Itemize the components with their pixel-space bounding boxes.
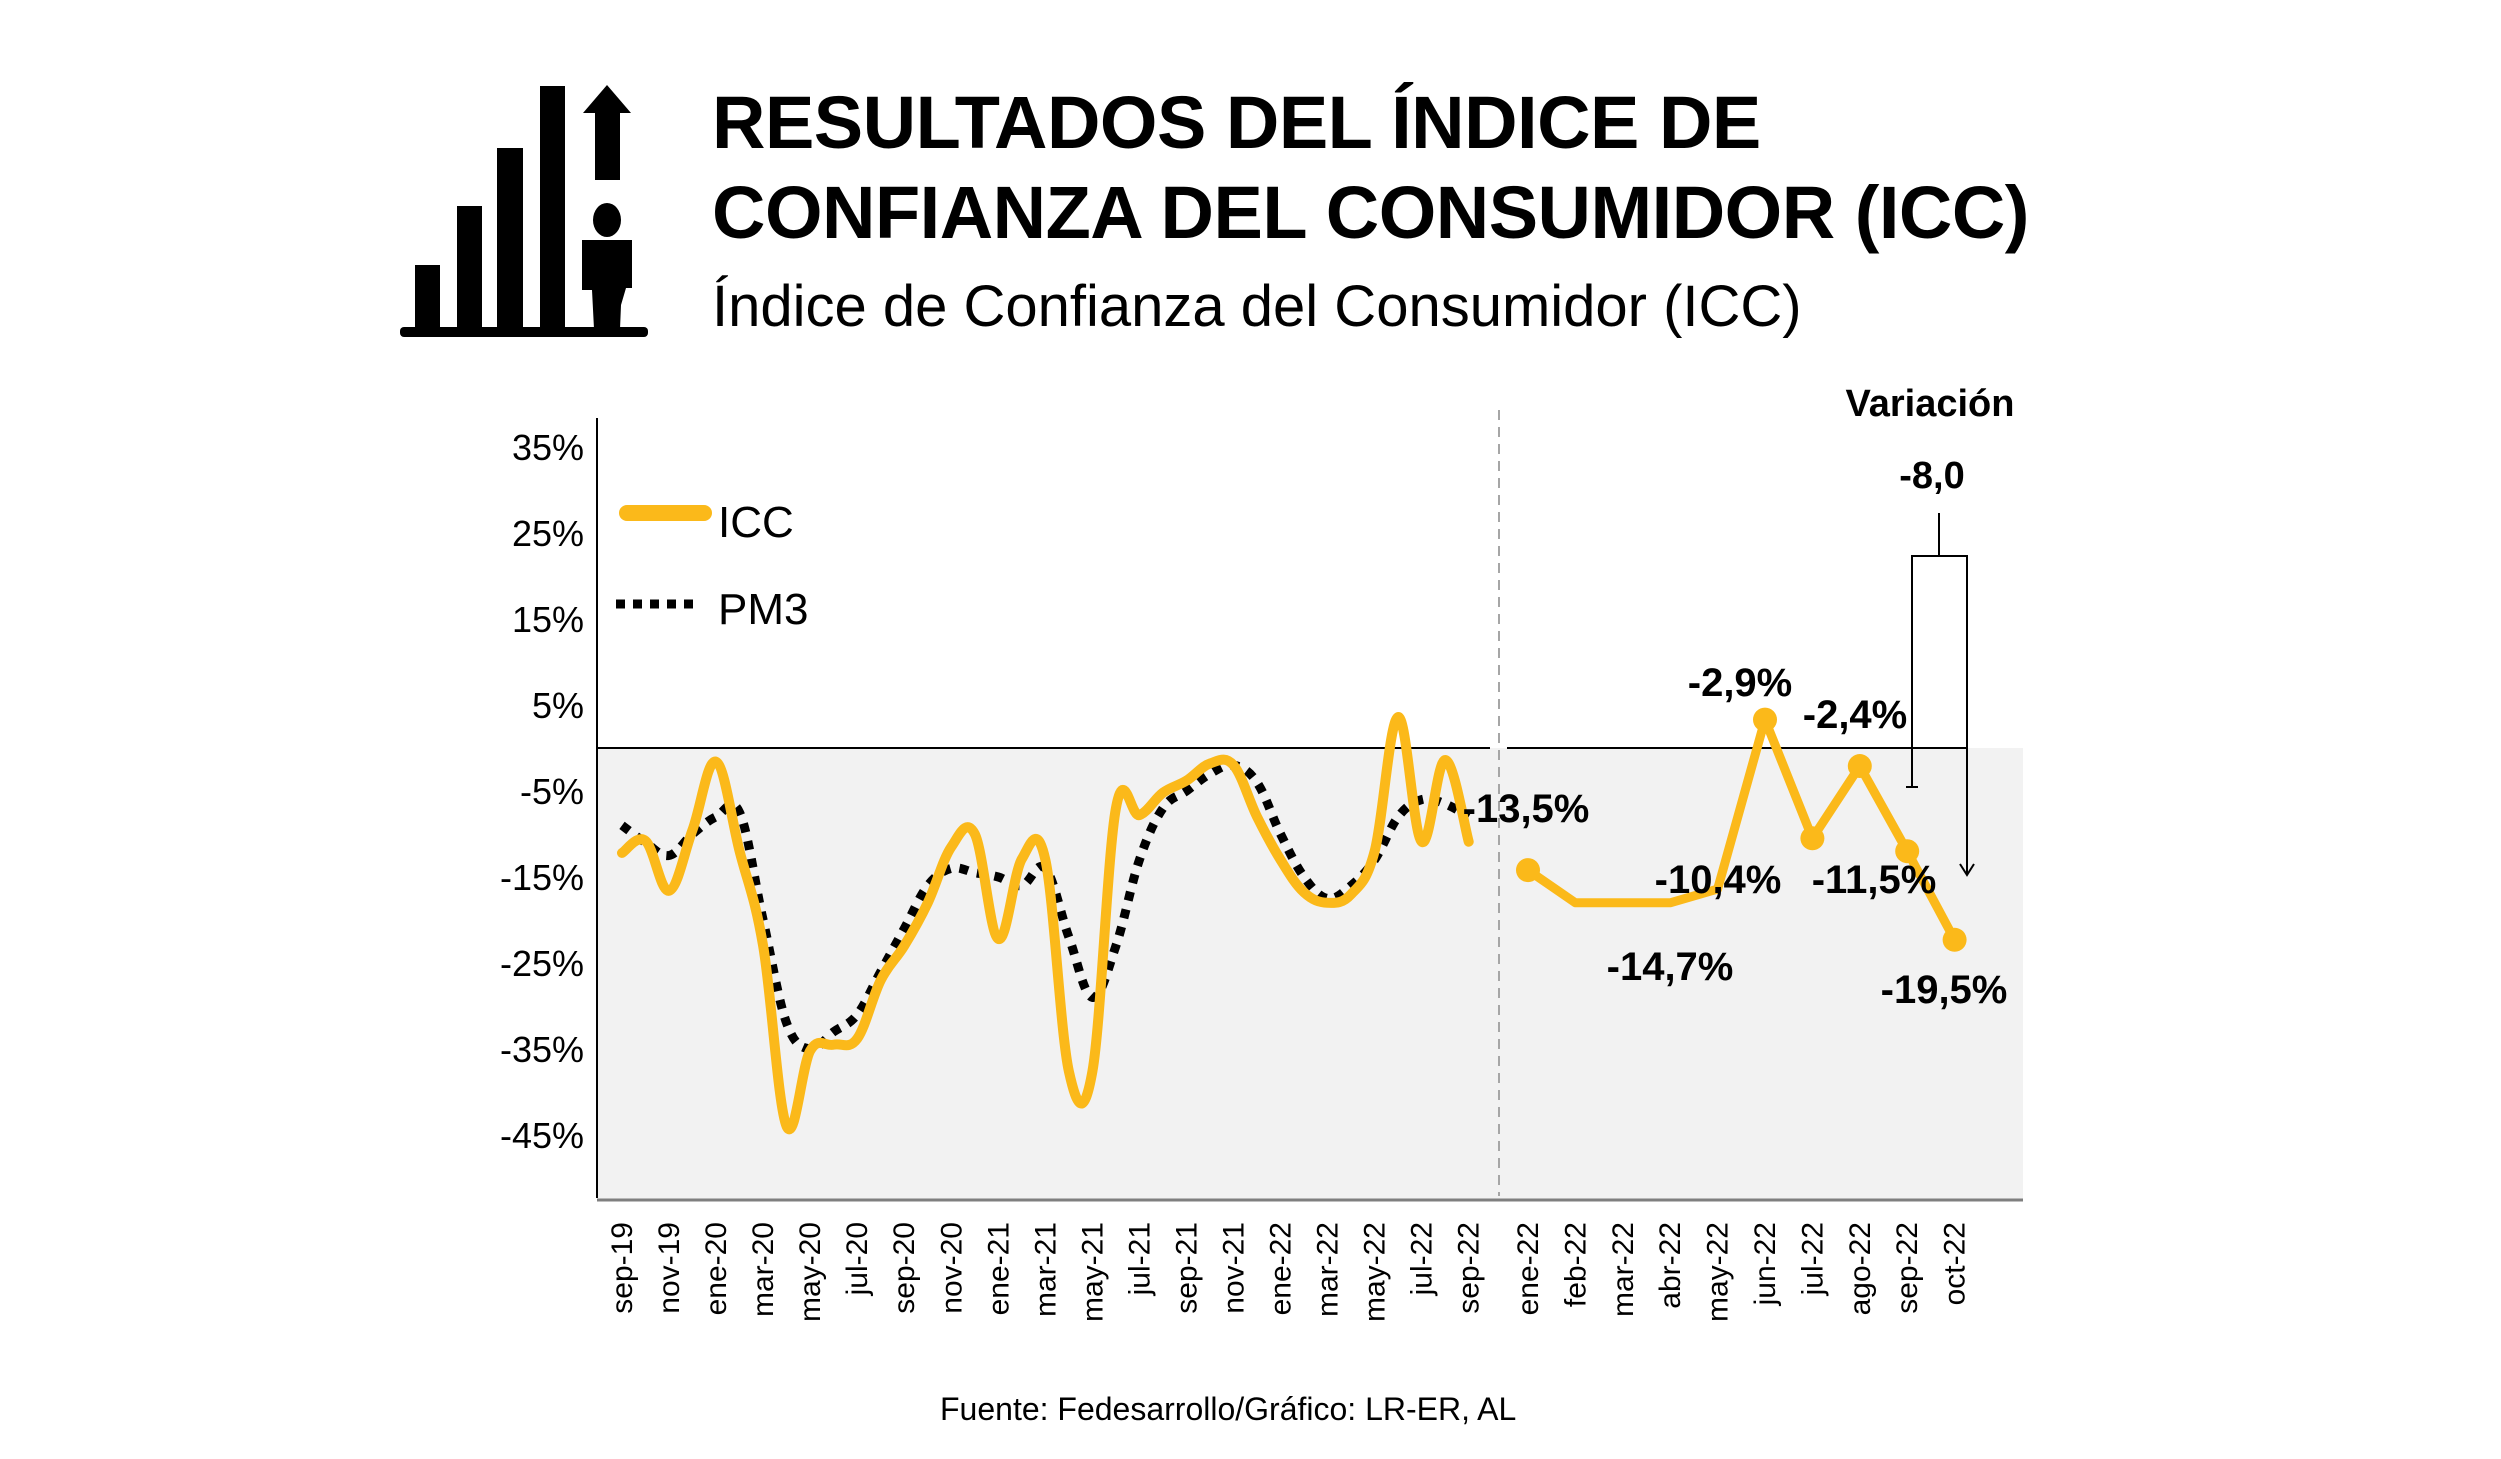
x-tick-label: jul-22	[1796, 1222, 1829, 1296]
x-tick-label: feb-22	[1559, 1222, 1592, 1307]
x-tick-label: jul-21	[1123, 1222, 1156, 1296]
x-tick-label: mar-22	[1312, 1222, 1345, 1317]
x-tick-label: ago-22	[1844, 1222, 1877, 1315]
x-tick-label: mar-20	[747, 1222, 780, 1317]
negative-band	[598, 748, 2023, 1200]
x-tick-label: mar-22	[1607, 1222, 1640, 1317]
legend-pm3-label: PM3	[718, 585, 808, 634]
data-label: -13,5%	[1463, 787, 1590, 831]
chart-title-line-2: CONFIANZA DEL CONSUMIDOR (ICC)	[712, 171, 2029, 254]
x-tick-label: jun-22	[1749, 1222, 1782, 1306]
x-tick-label: ene-20	[700, 1222, 733, 1315]
series-icc-line	[617, 712, 1474, 1135]
x-tick-label: sep-19	[606, 1222, 639, 1314]
y-tick-label: -25%	[500, 943, 584, 984]
chart-title-line-1: RESULTADOS DEL ÍNDICE DE	[712, 81, 1761, 164]
data-label: -10,4%	[1655, 858, 1782, 902]
x-tick-label: sep-22	[1453, 1222, 1486, 1314]
x-tick-label: ene-21	[982, 1222, 1015, 1315]
chart-subtitle: Índice de Confianza del Consumidor (ICC)	[712, 274, 1802, 339]
icc-point-marker	[1753, 707, 1777, 732]
x-tick-label: nov-21	[1218, 1222, 1251, 1314]
x-tick-label: sep-21	[1170, 1222, 1203, 1314]
data-label: -14,7%	[1607, 945, 1734, 989]
variation-heading: Variación	[1846, 383, 2015, 425]
y-tick-label: 25%	[512, 513, 584, 554]
icc-point-marker	[1516, 858, 1540, 883]
x-tick-label: sep-20	[888, 1222, 921, 1314]
variation-annotation: Variación -8,0	[1846, 383, 2015, 877]
x-tick-label: ene-22	[1512, 1222, 1545, 1315]
legend-icc-label: ICC	[718, 498, 794, 547]
data-label: -2,9%	[1688, 661, 1793, 705]
x-tick-label: nov-20	[935, 1222, 968, 1314]
x-tick-label: ene-22	[1265, 1222, 1298, 1315]
x-tick-label: jul-20	[841, 1222, 874, 1296]
y-tick-label: -35%	[500, 1029, 584, 1070]
data-label: -2,4%	[1803, 693, 1908, 737]
icc-point-marker	[1847, 754, 1872, 779]
y-tick-label: -5%	[520, 771, 584, 812]
x-tick-label: oct-22	[1939, 1222, 1972, 1305]
y-tick-label: -15%	[500, 857, 584, 898]
variation-bracket	[1911, 555, 1968, 874]
variation-arrow-icon	[1959, 863, 1975, 877]
icc-point-marker	[1942, 927, 1967, 952]
variation-value: -8,0	[1899, 455, 1964, 497]
y-tick-label: 5%	[532, 685, 584, 726]
bar-chart-person-arrow-up-icon	[400, 85, 648, 337]
icc-point-marker	[1800, 826, 1825, 851]
x-tick-label: may-22	[1702, 1222, 1735, 1322]
x-tick-label: mar-21	[1029, 1222, 1062, 1317]
data-label: -19,5%	[1881, 968, 2008, 1012]
x-tick-label: may-21	[1076, 1222, 1109, 1322]
y-tick-label: -45%	[500, 1115, 584, 1156]
x-tick-label: may-22	[1359, 1222, 1392, 1322]
x-tick-label: jul-22	[1406, 1222, 1439, 1296]
series-icc-recent-line	[1525, 715, 1959, 942]
source-footer: Fuente: Fedesarrollo/Gráfico: LR-ER, AL	[940, 1391, 1517, 1427]
legend: ICC PM3	[616, 498, 808, 634]
icc-point-marker	[1895, 839, 1920, 864]
y-tick-label: 15%	[512, 599, 584, 640]
data-label: -11,5%	[1812, 858, 1937, 902]
y-tick-label: 35%	[512, 427, 584, 468]
x-tick-label: abr-22	[1654, 1222, 1687, 1309]
x-tick-label: may-20	[794, 1222, 827, 1322]
x-tick-label: nov-19	[653, 1222, 686, 1314]
x-tick-label: sep-22	[1891, 1222, 1924, 1314]
